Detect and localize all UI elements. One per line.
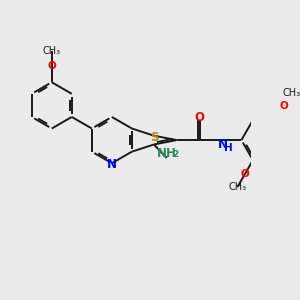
Text: N: N [218,138,228,151]
Text: N: N [107,158,117,170]
Text: O: O [47,61,56,71]
Text: NH: NH [157,147,177,160]
Text: CH₃: CH₃ [43,46,61,56]
Text: CH₃: CH₃ [228,182,246,192]
Text: O: O [195,111,205,124]
Text: S: S [151,131,159,144]
Text: H: H [224,142,233,152]
Text: O: O [241,169,249,179]
Text: 2: 2 [172,150,178,159]
Text: O: O [280,101,289,111]
Text: CH₃: CH₃ [283,88,300,98]
